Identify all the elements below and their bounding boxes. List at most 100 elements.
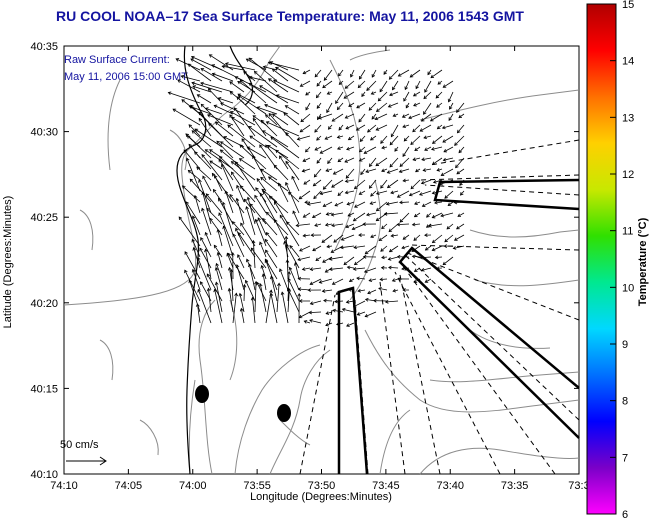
current-vector	[347, 201, 355, 205]
current-vector	[299, 245, 311, 252]
current-vector-head	[348, 287, 352, 292]
current-vector-head	[298, 299, 303, 303]
current-vector-head	[379, 88, 383, 93]
current-vector	[274, 219, 289, 247]
current-vector	[379, 80, 388, 92]
current-vector-head	[449, 106, 453, 110]
current-vector	[455, 157, 465, 168]
current-vector-head	[308, 310, 313, 315]
current-vector	[399, 212, 410, 223]
current-vector-head	[201, 207, 205, 212]
current-vector	[256, 178, 267, 192]
current-vector-head	[413, 268, 418, 272]
current-vector-head	[344, 179, 349, 183]
current-vector	[199, 248, 212, 269]
current-vector-head	[242, 283, 247, 288]
current-vector-head	[200, 68, 205, 72]
current-vector	[316, 102, 322, 109]
current-vector	[236, 96, 256, 115]
current-vector-head	[269, 292, 274, 297]
current-vector-head	[401, 245, 405, 250]
current-vector	[408, 113, 421, 119]
current-vector-head	[375, 207, 380, 212]
current-vector-head	[443, 244, 447, 248]
current-vector-head	[213, 288, 218, 293]
current-vector-head	[419, 128, 424, 132]
current-vector-head	[206, 273, 211, 278]
current-vector	[283, 112, 300, 126]
current-vector-head	[256, 281, 260, 286]
current-vector-head	[402, 236, 407, 240]
current-vector-head	[273, 79, 277, 83]
current-vector	[228, 288, 234, 313]
current-vector	[326, 102, 333, 113]
current-vector	[207, 114, 234, 126]
colorbar-tick-label: 13	[622, 112, 634, 124]
current-vector-head	[267, 176, 272, 180]
current-vector-head	[194, 128, 199, 132]
current-vector	[240, 308, 245, 324]
current-vector	[260, 177, 278, 192]
current-vector	[287, 278, 300, 302]
current-vector	[423, 91, 432, 99]
current-vector-head	[455, 164, 459, 169]
current-vector	[268, 113, 289, 137]
current-vector-head	[237, 254, 241, 258]
current-vector-head	[286, 221, 290, 225]
current-vector	[212, 73, 234, 82]
current-vector	[412, 255, 421, 258]
current-vector	[307, 201, 322, 205]
current-vector-head	[181, 99, 185, 103]
current-vector-head	[195, 303, 200, 307]
current-vector	[346, 146, 355, 150]
current-vector	[248, 126, 278, 148]
current-vector	[278, 183, 289, 203]
current-vector-head	[408, 192, 413, 197]
current-vector	[263, 190, 278, 214]
current-vector	[443, 80, 454, 88]
current-vector	[327, 157, 333, 164]
current-vector-head	[297, 292, 302, 297]
y-tick-label: 40:25	[30, 212, 58, 224]
current-vector	[246, 259, 256, 280]
current-vector-head	[314, 73, 319, 78]
current-vector-head	[250, 296, 255, 301]
current-vector	[383, 69, 388, 75]
current-vector	[435, 256, 443, 258]
current-vector	[359, 190, 366, 195]
current-vector-head	[335, 100, 339, 104]
current-vector	[378, 287, 388, 291]
current-vector	[268, 78, 289, 93]
current-vector-head	[233, 107, 238, 111]
current-vector-head	[408, 115, 412, 120]
current-vector-head	[199, 281, 204, 285]
current-vector-head	[297, 287, 302, 292]
current-vector	[309, 278, 322, 285]
current-vector	[313, 190, 322, 199]
current-vector-head	[280, 291, 285, 296]
current-vector-head	[350, 73, 354, 78]
current-vector	[229, 114, 245, 137]
current-vector-head	[298, 195, 303, 200]
current-vector-head	[403, 137, 408, 142]
current-vector-head	[187, 63, 192, 67]
current-vector-head	[356, 276, 360, 281]
current-vector	[436, 102, 443, 108]
current-vector	[349, 278, 355, 282]
current-vector-head	[345, 300, 350, 304]
current-vector-head	[387, 257, 392, 261]
current-vector-head	[332, 171, 337, 175]
current-vector	[215, 121, 234, 137]
current-vector	[397, 190, 410, 198]
current-vector	[236, 198, 245, 225]
current-vector-head	[322, 259, 326, 263]
current-vector	[287, 271, 290, 302]
current-vector	[432, 135, 443, 144]
current-vector-head	[442, 261, 447, 266]
current-vector	[249, 57, 278, 82]
current-vector	[448, 91, 454, 102]
current-vector	[378, 91, 388, 102]
current-vector-head	[265, 232, 270, 236]
current-vector-head	[211, 72, 216, 77]
